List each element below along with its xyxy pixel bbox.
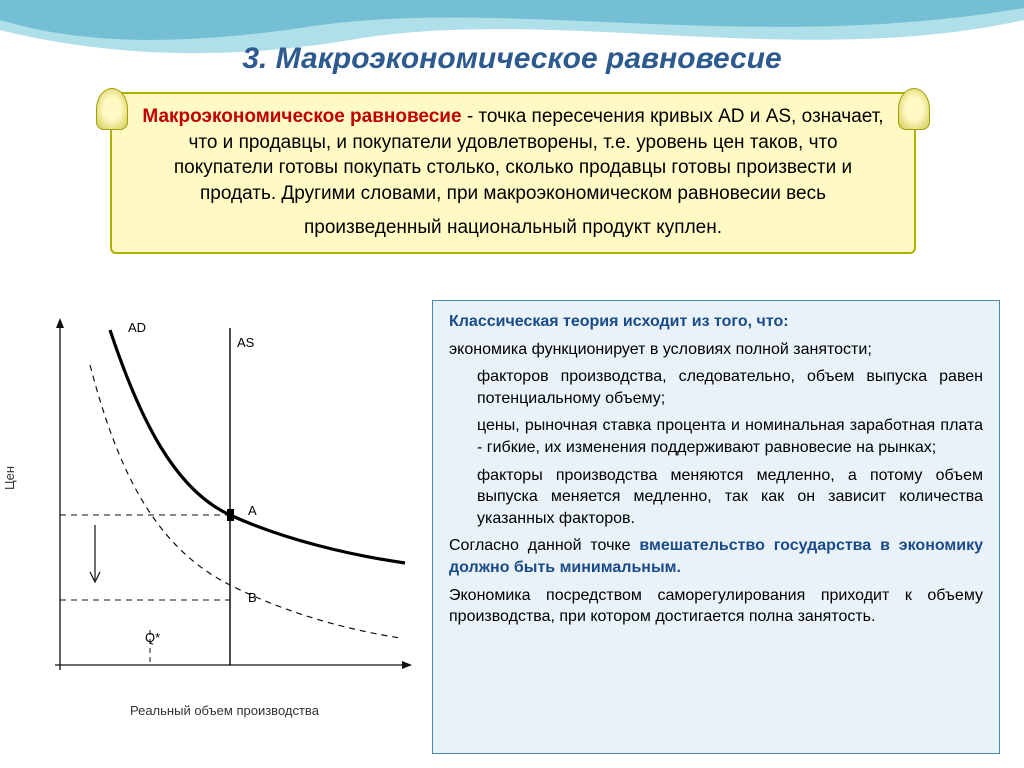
- definition-head: Макроэкономическое равновесие: [142, 106, 461, 127]
- y-axis-label: Цен: [2, 466, 17, 490]
- theory-p2: факторов производства, следовательно, об…: [449, 366, 983, 409]
- definition-box: Макроэкономическое равновесие - точка пе…: [110, 92, 916, 254]
- theory-p3: цены, рыночная ставка процента и номинал…: [449, 415, 983, 458]
- ad-curve-label: AD: [128, 320, 146, 335]
- theory-p1: экономика функционирует в условиях полно…: [449, 339, 983, 361]
- theory-box: Классическая теория исходит из того, что…: [432, 300, 1000, 754]
- definition-text: Макроэкономическое равновесие - точка пе…: [142, 104, 884, 207]
- x-axis-label: Реальный объем производства: [130, 703, 319, 718]
- definition-body2: произведенный национальный продукт купле…: [142, 215, 884, 241]
- adas-chart: Цен Реальный объем производства AD AS A …: [0, 310, 430, 730]
- q-star-label: Q*: [145, 630, 160, 645]
- point-a-label: A: [248, 503, 257, 518]
- theory-p4: факторы производства меняются медленно, …: [449, 465, 983, 530]
- theory-head: Классическая теория исходит из того, что…: [449, 313, 789, 330]
- page-title: 3. Макроэкономическое равновесие: [0, 42, 1024, 76]
- adas-svg: [0, 310, 430, 730]
- theory-p5a: Согласно данной точке: [449, 537, 639, 554]
- theory-p6: Экономика посредством саморегулирования …: [449, 585, 983, 628]
- as-curve-label: AS: [237, 335, 254, 350]
- point-b-label: B: [248, 590, 257, 605]
- theory-p5: Согласно данной точке вмешательство госу…: [449, 535, 983, 578]
